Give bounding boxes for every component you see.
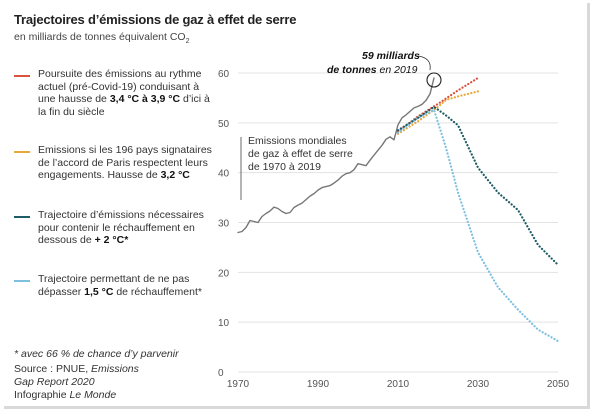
series-line-one-five [396, 108, 560, 343]
footnote: * avec 66 % de chance d’y parvenir [14, 348, 179, 360]
source-line-3: Infographie Le Monde [14, 389, 214, 402]
legend-paris-part1: Emissions si les 196 pays signataires de… [38, 144, 212, 182]
legend-swatch-paris [14, 151, 30, 153]
peak-annotation-year: en 2019 [377, 64, 418, 76]
x-tick-label: 2030 [467, 379, 490, 390]
y-tick-label: 60 [218, 69, 230, 80]
legend-text-two-degrees: Trajectoire d’émissions nécessaires pour… [38, 209, 218, 247]
legend-current-part1: Poursuite des émissions au rythme actuel… [38, 68, 202, 106]
x-tick-label: 2010 [387, 379, 410, 390]
source-title-2: Gap Report 2020 [14, 376, 95, 388]
x-tick-label: 1970 [227, 379, 250, 390]
y-tick-label: 30 [218, 219, 230, 230]
source-label: Source : PNUE, [14, 363, 92, 375]
series-line-two-degrees [396, 105, 560, 266]
historical-annotation-line-1: Emissions mondiales [248, 135, 347, 147]
chart-card: Trajectoires d’émissions de gaz à effet … [4, 3, 590, 409]
y-tick-label: 50 [218, 119, 230, 130]
annotations: Emissions mondiales de gaz à effet de se… [240, 50, 442, 200]
legend-current-part3: d’ici à la fin du siècle [38, 93, 210, 118]
legend-text-one-five: Trajectoire permettant de ne pas dépasse… [38, 273, 218, 298]
y-tick-label: 40 [218, 169, 230, 180]
series-line-historical [237, 77, 435, 234]
peak-annotation-line-2: de tonnes en 2019 [327, 64, 418, 76]
credit-outlet: Le Monde [69, 389, 117, 401]
peak-annotation-line-1: 59 milliards [362, 50, 420, 62]
historical-annotation-line-2: de gaz à effet de serre [248, 148, 353, 160]
legend-text-paris: Emissions si les 196 pays signataires de… [38, 144, 218, 182]
subtitle-text: en milliards de tonnes équivalent CO [14, 31, 186, 43]
credit-label: Infographie [14, 389, 70, 401]
source-title-1: Emissions [91, 363, 139, 375]
peak-annotation-bold: de tonnes [327, 64, 377, 76]
legend-one-five-bold: 1,5 °C [84, 285, 114, 298]
legend-text-current: Poursuite des émissions au rythme actuel… [38, 68, 218, 118]
x-tick-label: 1990 [307, 379, 330, 390]
chart-subtitle: en milliards de tonnes équivalent CO2 [14, 31, 190, 45]
series-line-paris [396, 90, 480, 135]
legend-two-degrees-bold: + 2 °C* [94, 234, 129, 247]
chart-title: Trajectoires d’émissions de gaz à effet … [14, 12, 297, 27]
source-line-2: Gap Report 2020 [14, 376, 214, 389]
subtitle-subscript: 2 [185, 38, 190, 46]
legend-two-degrees-part1: Trajectoire d’émissions nécessaires pour… [38, 209, 204, 247]
historical-annotation-line-3: de 1970 à 2019 [248, 161, 321, 173]
peak-highlight-circle [426, 72, 442, 88]
legend-current-bold: 3,4 °C à 3,9 °C [109, 93, 181, 106]
y-tick-label: 10 [218, 318, 230, 329]
legend-paris-bold: 3,2 °C [160, 169, 190, 182]
legend-swatch-one-five [14, 280, 30, 282]
grid-lines [238, 72, 558, 373]
x-tick-label: 2050 [547, 379, 570, 390]
y-tick-label: 20 [218, 268, 230, 279]
legend-one-five-part1: Trajectoire permettant de ne pas dépasse… [38, 273, 190, 298]
legend-swatch-two-degrees [14, 216, 30, 218]
y-tick-label: 0 [218, 368, 224, 379]
legend-one-five-part3: de réchauffement* [113, 285, 202, 298]
source-line-1: Source : PNUE, Emissions [14, 363, 214, 376]
legend-swatch-current [14, 75, 30, 77]
peak-annotation-arrow [417, 55, 431, 71]
series-lines [237, 76, 560, 343]
